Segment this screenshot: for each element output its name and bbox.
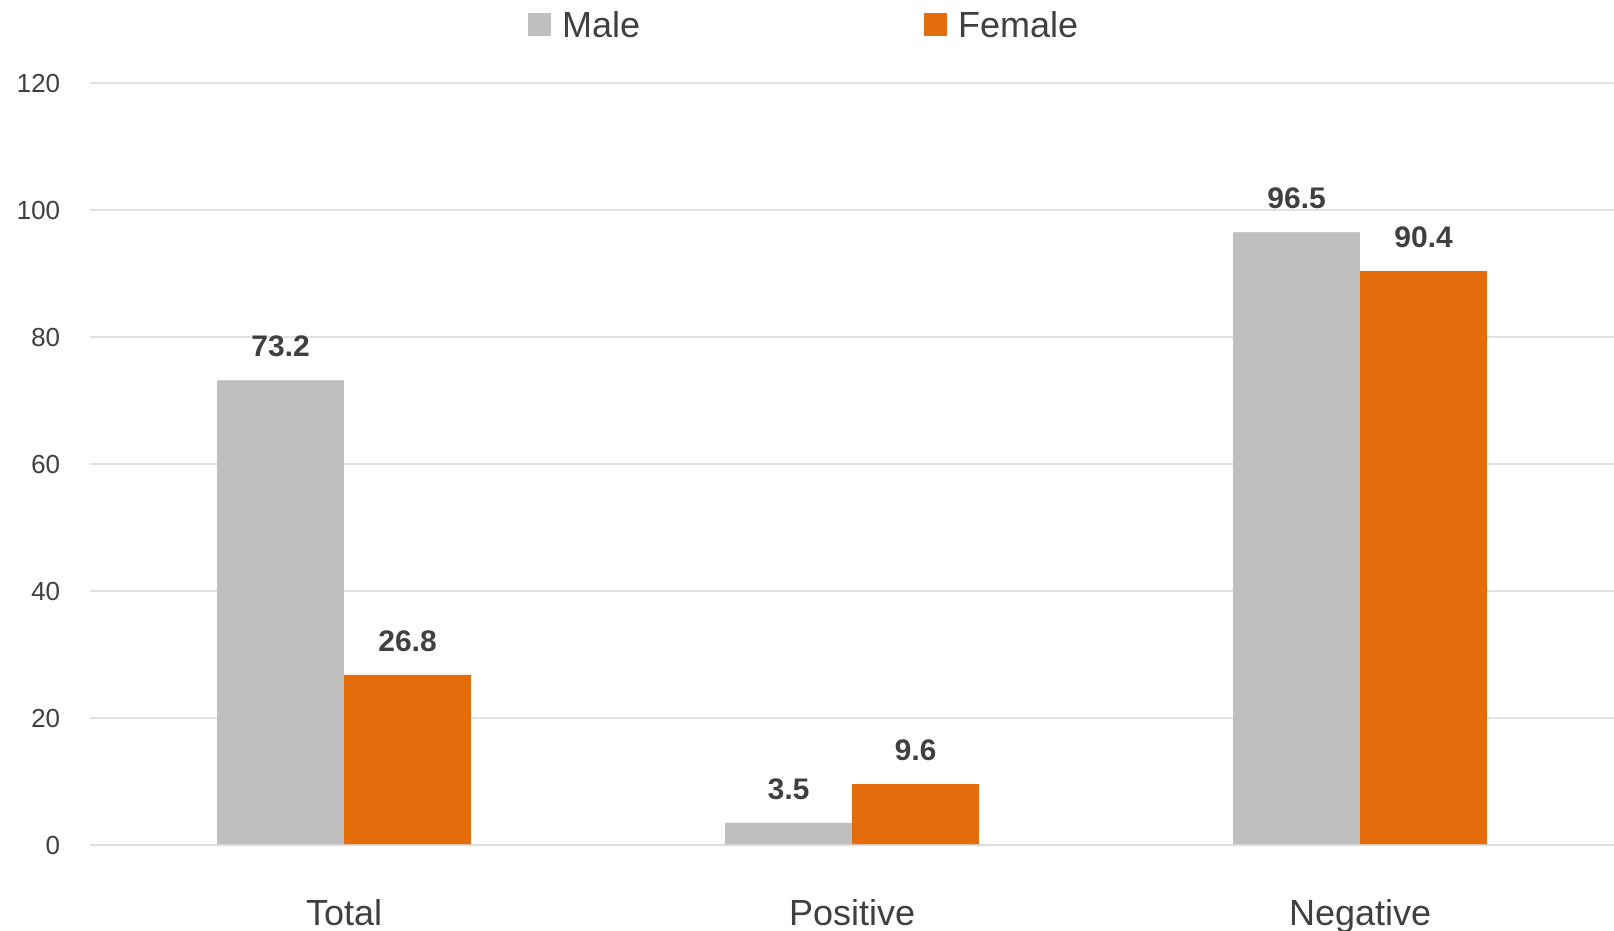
bar-male-positive bbox=[725, 822, 852, 845]
data-label-female-negative: 90.4 bbox=[1394, 221, 1453, 254]
bar-female-total bbox=[344, 674, 471, 845]
y-tick-label: 20 bbox=[31, 703, 60, 733]
x-axis: Total Positive Negative bbox=[90, 844, 1614, 931]
data-label-female-total: 26.8 bbox=[378, 625, 436, 658]
x-tick-label-positive: Positive bbox=[789, 892, 915, 931]
x-tick-label-negative: Negative bbox=[1289, 892, 1431, 931]
legend-label-male: Male bbox=[562, 4, 640, 45]
y-tick-label: 120 bbox=[17, 68, 60, 98]
y-tick-label: 80 bbox=[31, 322, 60, 352]
bar-female-positive bbox=[852, 784, 979, 845]
legend-label-female: Female bbox=[958, 4, 1078, 45]
bar-male-total bbox=[217, 380, 344, 845]
data-label-female-positive: 9.6 bbox=[895, 734, 937, 767]
data-label-male-positive: 3.5 bbox=[768, 773, 810, 806]
bar-female-negative bbox=[1360, 270, 1487, 846]
legend-swatch-female bbox=[924, 13, 947, 36]
y-axis: 0 20 40 60 80 100 120 bbox=[17, 68, 60, 860]
data-labels: 73.2 26.8 3.5 9.6 96.5 90.4 bbox=[251, 182, 1453, 806]
y-tick-label: 0 bbox=[46, 830, 60, 860]
legend-swatch-male bbox=[528, 13, 551, 36]
x-tick-label-total: Total bbox=[306, 892, 382, 931]
data-label-male-total: 73.2 bbox=[251, 330, 309, 363]
y-tick-label: 40 bbox=[31, 576, 60, 606]
y-tick-label: 100 bbox=[17, 195, 60, 225]
data-label-male-negative: 96.5 bbox=[1267, 182, 1325, 215]
bars bbox=[217, 232, 1487, 846]
legend: Male Female bbox=[528, 4, 1078, 45]
bar-male-negative bbox=[1233, 232, 1360, 846]
y-tick-label: 60 bbox=[31, 449, 60, 479]
